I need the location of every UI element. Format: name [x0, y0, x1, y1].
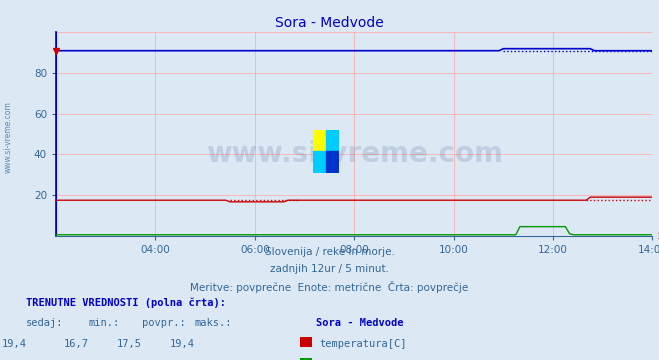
Text: www.si-vreme.com: www.si-vreme.com	[206, 140, 503, 168]
Bar	[326, 151, 339, 173]
Text: Meritve: povprečne  Enote: metrične  Črta: povprečje: Meritve: povprečne Enote: metrične Črta:…	[190, 281, 469, 293]
Bar	[326, 130, 339, 151]
Text: zadnjih 12ur / 5 minut.: zadnjih 12ur / 5 minut.	[270, 264, 389, 274]
Text: 17,5: 17,5	[117, 339, 142, 349]
Text: 19,4: 19,4	[169, 339, 194, 349]
Text: maks.:: maks.:	[194, 318, 232, 328]
Text: temperatura[C]: temperatura[C]	[320, 339, 407, 349]
Text: sedaj:: sedaj:	[26, 318, 64, 328]
Text: 16,7: 16,7	[64, 339, 89, 349]
Text: Slovenija / reke in morje.: Slovenija / reke in morje.	[264, 247, 395, 257]
Text: min.:: min.:	[89, 318, 120, 328]
Bar	[313, 151, 326, 173]
Text: Sora - Medvode: Sora - Medvode	[316, 318, 404, 328]
Text: TRENUTNE VREDNOSTI (polna črta):: TRENUTNE VREDNOSTI (polna črta):	[26, 297, 226, 307]
Text: Sora - Medvode: Sora - Medvode	[275, 16, 384, 30]
Bar	[313, 130, 326, 151]
Text: 19,4: 19,4	[1, 339, 26, 349]
Text: povpr.:: povpr.:	[142, 318, 185, 328]
Text: www.si-vreme.com: www.si-vreme.com	[4, 101, 13, 173]
